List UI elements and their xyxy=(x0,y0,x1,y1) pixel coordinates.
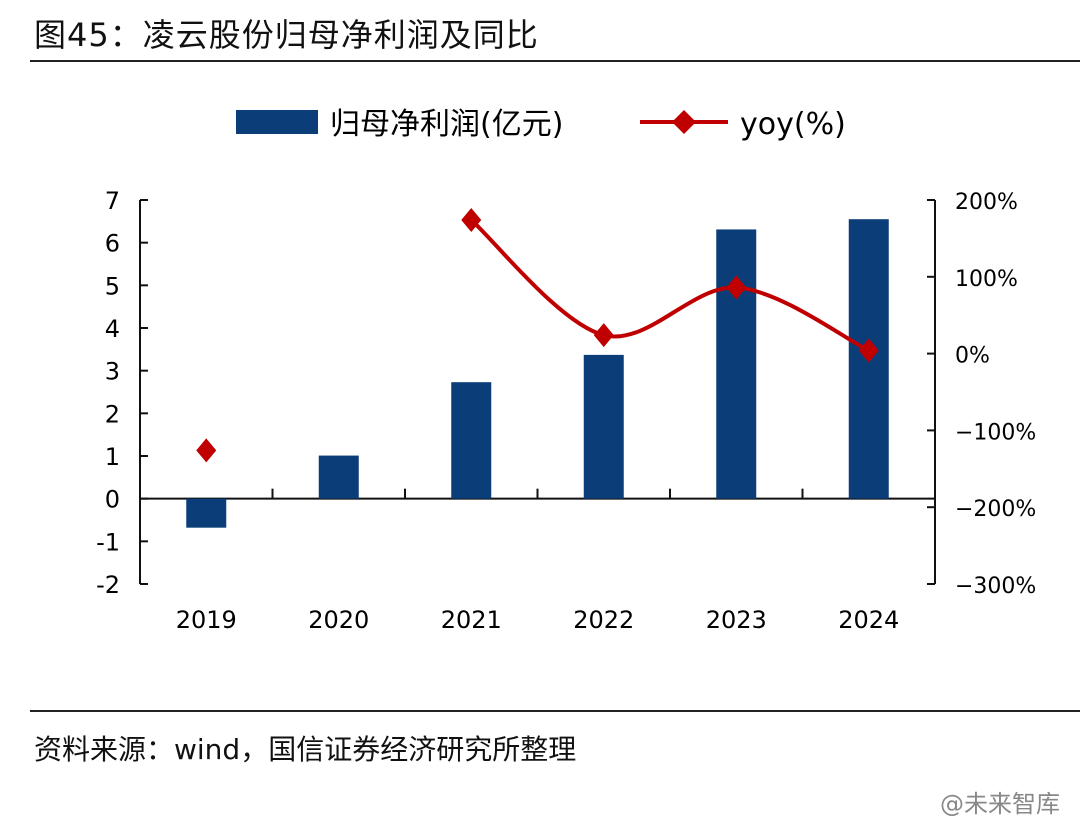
left-tick-label: 7 xyxy=(105,187,120,215)
right-tick-label: 200% xyxy=(955,190,1018,215)
bar-2022 xyxy=(583,354,624,499)
legend-bar-label: 归母净利润(亿元) xyxy=(330,107,563,142)
bar-2019 xyxy=(186,498,227,528)
top-divider xyxy=(30,60,1080,62)
legend-line-marker xyxy=(672,110,696,134)
bottom-divider xyxy=(30,710,1080,712)
left-tick-label: 4 xyxy=(105,315,120,343)
figure-title: 图45：凌云股份归母净利润及同比 xyxy=(34,16,539,54)
right-tick-label: −300% xyxy=(955,574,1036,599)
left-tick-label: 3 xyxy=(105,358,120,386)
x-tick-label: 2023 xyxy=(706,606,767,634)
x-tick-label: 2021 xyxy=(441,606,502,634)
right-tick-label: 100% xyxy=(955,267,1018,292)
yoy-marker-2022 xyxy=(593,323,614,348)
x-tick-label: 2022 xyxy=(573,606,634,634)
bar-2021 xyxy=(451,382,492,499)
yoy-marker-2021 xyxy=(461,207,482,232)
x-tick-label: 2019 xyxy=(176,606,237,634)
left-tick-label: 1 xyxy=(105,443,120,471)
left-tick-label: 6 xyxy=(105,230,120,258)
bar-2023 xyxy=(716,229,757,499)
right-tick-label: −100% xyxy=(955,420,1036,445)
x-tick-label: 2024 xyxy=(838,606,899,634)
watermark: @未来智库 xyxy=(940,790,1060,818)
left-tick-label: 5 xyxy=(105,272,120,300)
yoy-marker-2019 xyxy=(196,438,217,463)
legend-bar-swatch xyxy=(236,110,318,134)
legend-line-label: yoy(%) xyxy=(740,107,846,142)
left-tick-label: 2 xyxy=(105,400,120,428)
yoy-line xyxy=(469,218,870,353)
left-tick-label: -2 xyxy=(96,571,120,599)
yoy-marker-2024 xyxy=(858,338,879,363)
left-tick-label: 0 xyxy=(105,486,120,514)
bar-2020 xyxy=(318,455,359,499)
right-tick-label: 0% xyxy=(955,344,990,369)
right-tick-label: −200% xyxy=(955,497,1036,522)
yoy-marker-2023 xyxy=(726,275,747,300)
x-tick-label: 2020 xyxy=(308,606,369,634)
left-tick-label: -1 xyxy=(96,528,120,556)
source-note: 资料来源：wind，国信证券经济研究所整理 xyxy=(34,733,577,766)
